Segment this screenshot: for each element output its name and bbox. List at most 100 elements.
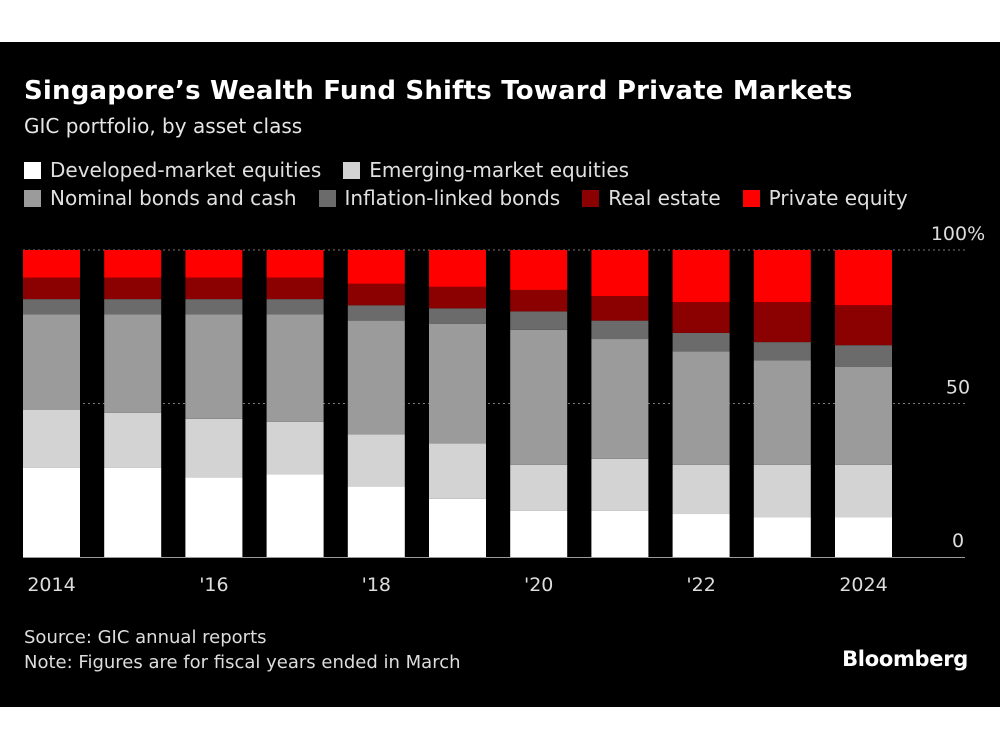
bar-segment-inflation-linked-bonds-2024	[835, 345, 892, 367]
legend-row-2: Nominal bonds and cash Inflation-linked …	[24, 186, 930, 210]
bloomberg-logo: Bloomberg	[842, 647, 968, 671]
legend-label-developed: Developed-market equities	[50, 158, 322, 182]
chart-panel: Singapore’s Wealth Fund Shifts Toward Pr…	[0, 42, 1000, 707]
bar-segment-developed-market-equities-2016	[185, 477, 243, 557]
stacked-bar-chart: 0 50 100% 2014 '16 '18 '20 '22 2024	[23, 223, 985, 596]
bar-segment-real-estate-2015	[104, 277, 162, 300]
legend-item-nominal: Nominal bonds and cash	[24, 186, 297, 210]
bar-segment-real-estate-2018	[347, 283, 405, 306]
bar-segment-inflation-linked-bonds-2023	[753, 342, 811, 361]
bar-segment-emerging-market-equities-2017	[266, 421, 324, 475]
bar-segment-emerging-market-equities-2020	[510, 464, 568, 511]
bar-segment-real-estate-2022	[672, 302, 730, 333]
legend-swatch-private-equity	[742, 189, 760, 207]
bar-segment-real-estate-2019	[429, 286, 486, 309]
legend-swatch-developed	[24, 161, 41, 179]
bar-segment-developed-market-equities-2017	[266, 474, 324, 557]
bar-segment-nominal-bonds-and-cash-2016	[185, 314, 243, 419]
bar-segment-private-equity-2014	[23, 250, 80, 278]
legend-label-emerging: Emerging-market equities	[369, 158, 630, 182]
bar-segment-emerging-market-equities-2021	[591, 458, 649, 511]
legend-item-emerging: Emerging-market equities	[343, 158, 629, 182]
bar-segment-real-estate-2016	[185, 277, 243, 300]
bar-segment-private-equity-2019	[429, 250, 486, 287]
legend-label-inflation: Inflation-linked bonds	[344, 186, 561, 210]
bar-segment-inflation-linked-bonds-2019	[429, 308, 486, 324]
legend-label-real-estate: Real estate	[608, 186, 721, 210]
bar-segment-nominal-bonds-and-cash-2022	[672, 351, 730, 465]
bar-segment-emerging-market-equities-2015	[104, 412, 162, 468]
bar-segment-inflation-linked-bonds-2015	[104, 299, 162, 315]
fiscal-year-note: Note: Figures are for fiscal years ended…	[24, 652, 461, 673]
bar-segment-inflation-linked-bonds-2020	[510, 311, 568, 330]
bar-segment-emerging-market-equities-2018	[347, 434, 405, 487]
bar-segment-developed-market-equities-2023	[753, 517, 811, 557]
bar-segment-private-equity-2018	[347, 250, 405, 284]
bar-segment-emerging-market-equities-2024	[835, 464, 892, 518]
y-tick-label-100: 100%	[931, 223, 985, 245]
bar-segment-developed-market-equities-2022	[672, 514, 730, 557]
bar-segment-emerging-market-equities-2023	[753, 464, 811, 518]
bar-segment-private-equity-2016	[185, 250, 243, 278]
bar-segment-nominal-bonds-and-cash-2024	[835, 366, 892, 465]
legend-item-inflation: Inflation-linked bonds	[318, 186, 561, 210]
bar-segment-inflation-linked-bonds-2016	[185, 299, 243, 315]
x-tick-label-2022: '22	[686, 574, 715, 596]
bar-segment-emerging-market-equities-2016	[185, 418, 243, 478]
bar-segment-emerging-market-equities-2019	[429, 443, 486, 499]
bar-segment-inflation-linked-bonds-2014	[23, 299, 80, 315]
bar-segment-developed-market-equities-2024	[835, 517, 892, 557]
bar-segment-inflation-linked-bonds-2017	[266, 299, 324, 315]
bar-segment-private-equity-2022	[672, 250, 730, 303]
bar-segment-nominal-bonds-and-cash-2021	[591, 339, 649, 459]
legend-swatch-nominal	[24, 189, 41, 207]
bar-segment-inflation-linked-bonds-2022	[672, 332, 730, 352]
bar-segment-private-equity-2021	[591, 250, 649, 297]
y-tick-label-50: 50	[946, 377, 970, 399]
bar-segment-developed-market-equities-2019	[429, 498, 486, 557]
legend-swatch-inflation	[318, 189, 336, 207]
bar-segment-private-equity-2020	[510, 250, 568, 290]
legend-swatch-emerging	[343, 161, 361, 179]
bar-segment-real-estate-2014	[23, 277, 80, 300]
bar-segment-real-estate-2017	[266, 277, 324, 300]
bar-segment-nominal-bonds-and-cash-2020	[510, 329, 568, 465]
y-tick-label-0: 0	[952, 530, 964, 552]
bar-segment-nominal-bonds-and-cash-2014	[23, 314, 80, 410]
bar-segment-nominal-bonds-and-cash-2015	[104, 314, 162, 413]
x-tick-label-2016: '16	[199, 574, 228, 596]
chart-subtitle: GIC portfolio, by asset class	[24, 114, 303, 138]
legend-swatch-real-estate	[582, 189, 600, 207]
legend-label-private-equity: Private equity	[768, 186, 908, 210]
legend-item-developed: Developed-market equities	[24, 158, 321, 182]
bar-segment-inflation-linked-bonds-2018	[347, 305, 405, 321]
x-tick-label-2020: '20	[524, 574, 553, 596]
legend-item-real-estate: Real estate	[582, 186, 721, 210]
bar-segment-nominal-bonds-and-cash-2023	[753, 360, 811, 465]
legend-item-private-equity: Private equity	[742, 186, 908, 210]
bar-segment-developed-market-equities-2018	[347, 486, 405, 557]
bar-segment-emerging-market-equities-2014	[23, 409, 80, 468]
bar-segment-developed-market-equities-2015	[104, 467, 162, 557]
bar-segment-nominal-bonds-and-cash-2017	[266, 314, 324, 422]
bar-segment-nominal-bonds-and-cash-2019	[429, 323, 486, 444]
bar-segment-real-estate-2020	[510, 289, 568, 312]
legend-row-1: Developed-market equities Emerging-marke…	[24, 158, 651, 182]
x-tick-label-2014: 2014	[27, 574, 75, 596]
bar-segment-developed-market-equities-2020	[510, 510, 568, 557]
bar-segment-private-equity-2015	[104, 250, 162, 278]
bar-segment-real-estate-2023	[753, 302, 811, 343]
source-note: Source: GIC annual reports	[24, 627, 267, 648]
bar-segment-inflation-linked-bonds-2021	[591, 320, 649, 340]
bar-segment-developed-market-equities-2021	[591, 510, 649, 557]
bar-segment-private-equity-2024	[835, 250, 892, 306]
bar-segment-private-equity-2023	[753, 250, 811, 303]
bar-segment-emerging-market-equities-2022	[672, 464, 730, 515]
legend-label-nominal: Nominal bonds and cash	[50, 186, 297, 210]
bar-segment-private-equity-2017	[266, 250, 324, 278]
chart-title: Singapore’s Wealth Fund Shifts Toward Pr…	[24, 76, 853, 106]
bar-segment-real-estate-2021	[591, 296, 649, 321]
bar-segment-real-estate-2024	[835, 305, 892, 346]
bar-segment-developed-market-equities-2014	[23, 467, 80, 557]
bar-segment-nominal-bonds-and-cash-2018	[347, 320, 405, 435]
